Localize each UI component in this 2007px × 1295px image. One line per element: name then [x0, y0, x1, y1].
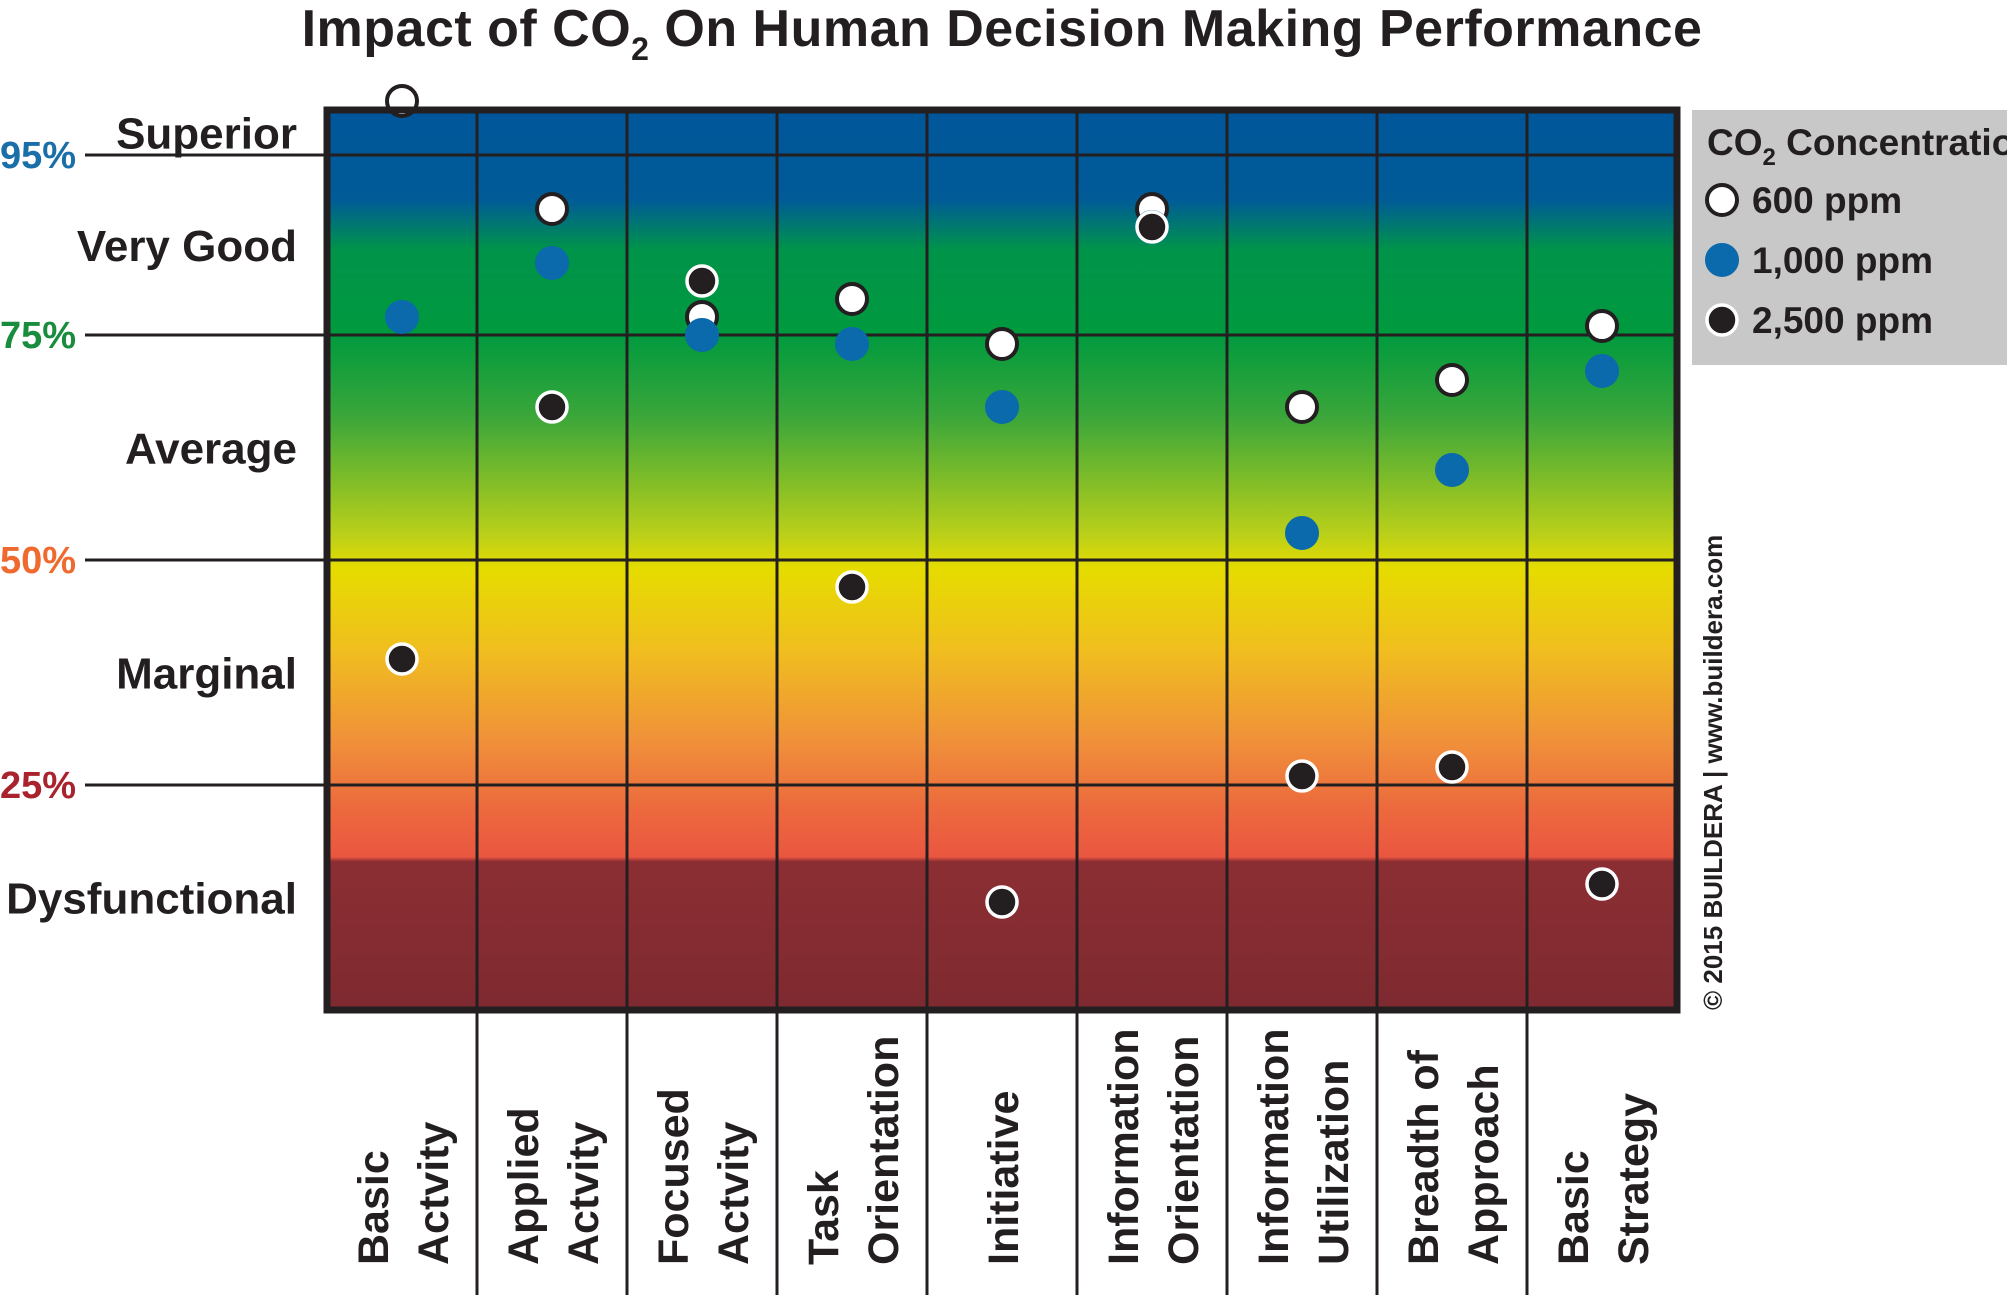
- data-point: [985, 327, 1019, 361]
- category-label: Applied: [500, 1107, 548, 1265]
- data-point: [1285, 390, 1319, 424]
- threshold-labels: 95% 75% 50% 25%: [0, 135, 76, 807]
- data-point: [985, 885, 1019, 919]
- category-label: Orientation: [860, 1036, 908, 1265]
- data-point: [535, 192, 569, 226]
- plot-border: [323, 106, 1681, 1014]
- category-label: Breadth of: [1400, 1049, 1448, 1265]
- chart-title: Impact of CO2 On Human Decision Making P…: [302, 0, 1703, 67]
- data-point: [535, 246, 569, 280]
- data-point: [1285, 516, 1319, 550]
- category-labels: Basic Actvity Applied Actvity Focused Actvity…: [350, 1029, 1658, 1265]
- band-label: Average: [125, 425, 297, 474]
- data-point: [385, 642, 419, 676]
- data-point: [685, 318, 719, 352]
- legend-label: 600 ppm: [1752, 180, 1902, 221]
- data-point: [1435, 453, 1469, 487]
- data-point: [835, 570, 869, 604]
- threshold-label: 75%: [0, 315, 76, 357]
- category-label: Actvity: [710, 1122, 758, 1265]
- threshold-label: 95%: [0, 135, 76, 177]
- data-point: [1585, 354, 1619, 388]
- legend-label: 1,000 ppm: [1752, 240, 1933, 281]
- category-label: Initiative: [980, 1091, 1028, 1265]
- category-label: Utilization: [1310, 1060, 1358, 1265]
- band-label: Marginal: [116, 650, 297, 699]
- grid-lines: [85, 110, 1677, 1295]
- copyright-credit: © 2015 BUILDERA | www.buildera.com: [1698, 535, 1728, 1010]
- category-label: Basic: [350, 1150, 398, 1265]
- band-label: Very Good: [77, 222, 297, 271]
- legend-title: CO2 Concentration: [1707, 122, 2007, 171]
- data-point: [535, 390, 569, 424]
- band-label: Dysfunctional: [6, 875, 297, 924]
- category-label: Focused: [650, 1088, 698, 1265]
- legend-marker: [1705, 303, 1739, 337]
- data-points: [385, 84, 1619, 919]
- data-point: [835, 327, 869, 361]
- category-label: Information: [1100, 1029, 1148, 1265]
- data-point: [835, 282, 869, 316]
- category-label: Strategy: [1610, 1093, 1658, 1265]
- category-label: Orientation: [1160, 1036, 1208, 1265]
- legend-marker: [1705, 243, 1739, 277]
- category-label: Basic: [1550, 1150, 1598, 1265]
- category-label: Approach: [1460, 1064, 1508, 1265]
- legend-label: 2,500 ppm: [1752, 300, 1933, 341]
- data-point: [1585, 309, 1619, 343]
- data-point: [1585, 867, 1619, 901]
- category-label: Actvity: [410, 1122, 458, 1265]
- band-labels: Superior Very Good Average Marginal Dysfunct…: [6, 110, 297, 924]
- data-point: [385, 300, 419, 334]
- category-label: Actvity: [560, 1122, 608, 1265]
- data-point: [1135, 210, 1169, 244]
- data-point: [1435, 363, 1469, 397]
- legend-marker: [1705, 183, 1739, 217]
- data-point: [685, 264, 719, 298]
- band-label: Superior: [116, 110, 297, 159]
- threshold-label: 50%: [0, 540, 76, 582]
- data-point: [1285, 759, 1319, 793]
- threshold-label: 25%: [0, 765, 76, 807]
- data-point: [985, 390, 1019, 424]
- legend: CO2 Concentration 600 ppm 1,000 ppm 2,500 …: [1692, 110, 2007, 365]
- data-point: [1435, 750, 1469, 784]
- legend-box: [1692, 110, 2007, 365]
- category-label: Information: [1250, 1029, 1298, 1265]
- category-label: Task: [800, 1170, 848, 1265]
